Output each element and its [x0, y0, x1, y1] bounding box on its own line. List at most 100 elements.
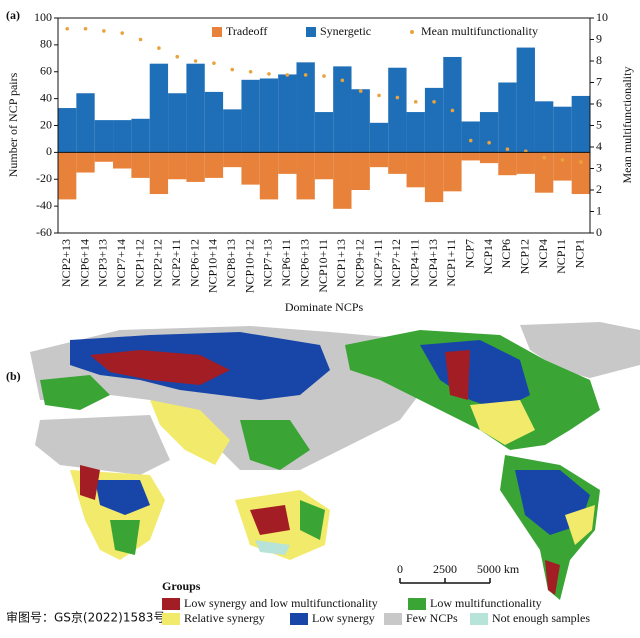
y2-tick-label: 5 — [596, 117, 602, 131]
legend-label: Synergetic — [320, 24, 371, 38]
point — [138, 37, 143, 42]
y2-tick-label: 4 — [596, 139, 602, 153]
bar — [149, 152, 169, 195]
y-tick-label: 60 — [40, 64, 52, 78]
bar — [351, 152, 370, 190]
y2-tick-label: 1 — [596, 203, 602, 217]
bar — [369, 152, 389, 168]
y-axis-label: Number of NCP pairs — [6, 72, 20, 177]
point — [83, 26, 88, 31]
x-tick-label: NCP11 — [554, 239, 568, 274]
bar — [113, 152, 132, 169]
x-tick-label: NCP7+11 — [371, 239, 385, 287]
world-map — [30, 322, 640, 600]
panel-label: (b) — [6, 369, 21, 383]
x-tick-label: NCP7+13 — [261, 239, 275, 287]
bar — [113, 120, 132, 153]
bar — [314, 152, 334, 180]
bar — [223, 152, 242, 168]
x-tick-label: NCP6+11 — [279, 239, 293, 287]
legend-label: Few NCPs — [406, 611, 458, 625]
x-tick-label: NCP7+12 — [389, 239, 403, 287]
x-tick-label: NCP3+13 — [96, 239, 110, 287]
y-tick-label: 100 — [34, 10, 52, 24]
land — [35, 415, 170, 475]
land — [255, 540, 290, 555]
y2-tick-label: 9 — [596, 31, 602, 45]
bar — [186, 63, 205, 153]
bar — [94, 152, 114, 162]
y2-tick-label: 2 — [596, 182, 602, 196]
approval-number: 审图号：GS京(2022)1583号 — [6, 610, 165, 625]
y2-tick-label: 0 — [596, 225, 602, 239]
legend-swatch — [162, 613, 180, 625]
point — [432, 100, 436, 104]
x-tick-label: NCP12 — [518, 239, 532, 274]
x-axis-label: Dominate NCPs — [285, 300, 364, 314]
bar — [131, 152, 150, 178]
bar — [76, 93, 95, 153]
x-tick-label: NCP4+11 — [407, 239, 421, 287]
bar — [479, 112, 499, 153]
bar — [571, 95, 590, 153]
x-tick-label: NCP1+12 — [132, 239, 146, 287]
bar — [461, 152, 480, 161]
legend-swatch — [306, 27, 316, 37]
point — [322, 74, 326, 78]
y-tick-label: -40 — [36, 198, 52, 212]
y-tick-label: 80 — [40, 37, 52, 51]
bar — [278, 74, 297, 153]
bar — [58, 108, 77, 153]
land — [40, 375, 110, 410]
land — [80, 465, 100, 500]
legend-label: Low multifunctionality — [430, 596, 542, 610]
legend-swatch — [384, 613, 402, 625]
scale-label: 2500 — [433, 562, 457, 576]
legend-swatch — [290, 613, 308, 625]
x-tick-label: NCP2+11 — [169, 239, 183, 287]
bar — [223, 109, 242, 153]
point — [358, 89, 363, 93]
bar — [131, 118, 150, 153]
legend-swatch — [162, 598, 180, 610]
x-tick-label: NCP1 — [573, 239, 587, 268]
bar — [241, 79, 260, 153]
point — [340, 78, 345, 83]
bar — [296, 62, 315, 153]
y2-tick-label: 8 — [596, 53, 602, 67]
bar — [516, 152, 535, 174]
bar — [424, 152, 444, 203]
point — [303, 73, 308, 77]
point — [413, 100, 418, 104]
bar — [571, 152, 590, 195]
land — [240, 420, 310, 470]
point — [487, 140, 491, 145]
bar — [186, 152, 205, 182]
bar — [443, 152, 462, 192]
land — [150, 400, 230, 465]
bar — [351, 89, 370, 153]
x-tick-label: NCP4+13 — [426, 239, 440, 287]
land — [565, 505, 595, 545]
point — [175, 54, 180, 59]
legend-swatch — [408, 598, 426, 610]
land — [110, 520, 140, 555]
legend-label: Mean multifunctionality — [421, 24, 538, 38]
bar — [94, 120, 114, 153]
x-tick-label: NCP10+12 — [242, 239, 256, 293]
point — [468, 138, 473, 143]
x-tick-label: NCP1+13 — [334, 239, 348, 287]
y2-tick-label: 6 — [596, 96, 602, 110]
bar — [168, 152, 187, 180]
point — [120, 31, 125, 35]
x-tick-label: NCP8+13 — [224, 239, 238, 287]
y2-tick-label: 10 — [596, 10, 608, 24]
land — [520, 322, 640, 378]
legend-title: Groups — [162, 579, 201, 593]
bar — [278, 152, 297, 174]
bar — [498, 152, 517, 176]
point — [65, 26, 69, 31]
legend-swatch — [470, 613, 488, 625]
land — [90, 350, 230, 385]
